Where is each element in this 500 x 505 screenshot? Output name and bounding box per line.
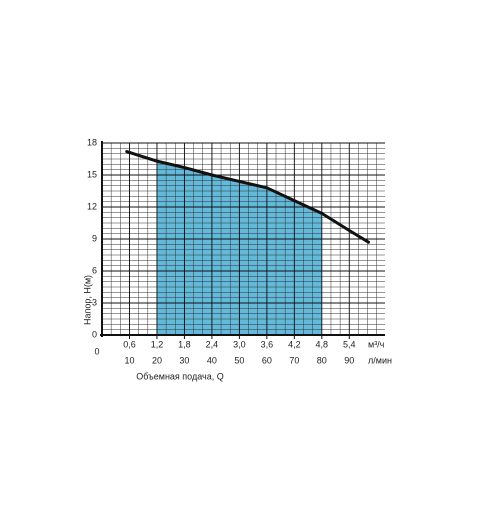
curve — [125, 150, 371, 244]
x2-tick-label: 0,6 — [123, 339, 136, 349]
x2-tick-label: 3,6 — [261, 339, 274, 349]
x-tick-label: 90 — [344, 355, 354, 365]
x-unit: л/мин — [368, 355, 392, 365]
y-tick-label: 12 — [87, 201, 97, 211]
x-tick-label: 50 — [234, 355, 244, 365]
x-tick-label: 10 — [124, 355, 134, 365]
x-tick-label: 20 — [152, 355, 162, 365]
y-axis-label: Напор, H(м) — [82, 275, 92, 325]
x2-tick-label: 1,2 — [151, 339, 164, 349]
x2-unit: м³/ч — [368, 339, 385, 349]
y-tick-label: 3 — [92, 297, 97, 307]
x2-tick-label: 3,0 — [233, 339, 246, 349]
x2-tick-label: 2,4 — [206, 339, 219, 349]
y-tick-label: 15 — [87, 169, 97, 179]
x-tick-label: 30 — [179, 355, 189, 365]
x-tick-label: 80 — [317, 355, 327, 365]
x2-tick-label: 4,2 — [288, 339, 301, 349]
x-tick-label: 70 — [289, 355, 299, 365]
y-tick-label: 6 — [92, 265, 97, 275]
x2-tick-label: 5,4 — [343, 339, 356, 349]
x-tick-label: 0 — [94, 346, 99, 356]
x-tick-label: 60 — [262, 355, 272, 365]
y-tick-label: 18 — [87, 137, 97, 147]
y-tick-label: 0 — [92, 329, 97, 339]
x-tick-label: 40 — [207, 355, 217, 365]
x-axis-label: Объемная подача, Q — [136, 371, 223, 381]
x2-tick-label: 1,8 — [178, 339, 191, 349]
x2-tick-label: 4,8 — [316, 339, 329, 349]
y-tick-label: 9 — [92, 233, 97, 243]
